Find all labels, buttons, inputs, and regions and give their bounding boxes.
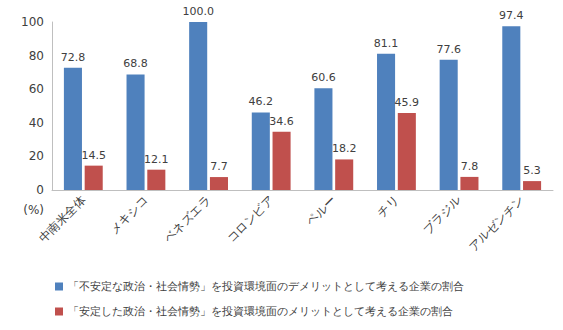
svg-text:0: 0 — [36, 183, 44, 197]
svg-text:60: 60 — [29, 82, 44, 96]
svg-text:ベネズエラ: ベネズエラ — [161, 193, 213, 245]
svg-text:40: 40 — [29, 116, 44, 130]
svg-text:アルゼンチン: アルゼンチン — [466, 193, 527, 254]
svg-text:7.8: 7.8 — [461, 160, 479, 173]
svg-text:60.6: 60.6 — [311, 71, 336, 84]
svg-text:97.4: 97.4 — [499, 9, 524, 22]
svg-text:7.7: 7.7 — [210, 160, 228, 173]
svg-text:77.6: 77.6 — [436, 43, 461, 56]
svg-text:81.1: 81.1 — [374, 37, 399, 50]
svg-text:メキシコ: メキシコ — [107, 193, 151, 237]
svg-text:「安定した政治・社会情勢」を投資環境面のメリットとして考える: 「安定した政治・社会情勢」を投資環境面のメリットとして考える企業の割合 — [68, 305, 453, 318]
svg-text:ブラジル: ブラジル — [420, 193, 464, 237]
svg-text:14.5: 14.5 — [81, 149, 106, 162]
svg-text:46.2: 46.2 — [249, 95, 274, 108]
svg-text:「不安定な政治・社会情勢」を投資環境面のデメリットとして考え: 「不安定な政治・社会情勢」を投資環境面のデメリットとして考える企業の割合 — [68, 280, 464, 293]
svg-text:100.0: 100.0 — [182, 5, 214, 18]
svg-text:80: 80 — [29, 49, 44, 63]
svg-text:45.9: 45.9 — [395, 96, 420, 109]
svg-text:20: 20 — [29, 149, 44, 163]
svg-text:(%): (%) — [23, 203, 44, 217]
svg-text:68.8: 68.8 — [123, 57, 148, 70]
svg-text:34.6: 34.6 — [269, 115, 294, 128]
svg-text:5.3: 5.3 — [523, 164, 541, 177]
svg-text:ペルー: ペルー — [303, 193, 338, 228]
svg-text:中南米全体: 中南米全体 — [36, 193, 88, 245]
svg-text:コロンビア: コロンビア — [224, 193, 276, 245]
svg-text:72.8: 72.8 — [61, 51, 86, 64]
svg-text:12.1: 12.1 — [144, 153, 169, 166]
svg-text:100: 100 — [21, 15, 44, 29]
svg-text:18.2: 18.2 — [332, 142, 357, 155]
svg-text:チリ: チリ — [375, 193, 402, 220]
